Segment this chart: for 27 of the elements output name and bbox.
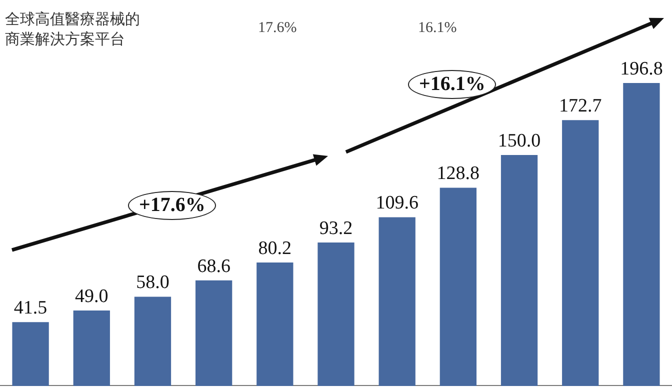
bar [134,296,172,386]
bar [73,310,110,386]
bar [195,280,232,386]
chart-title: 全球高值醫療器械的商業解決方案平台 [5,9,141,49]
annotation: +16.1% [408,70,496,99]
text: 17.6% [258,20,297,37]
bar [623,83,660,386]
bar [378,217,416,386]
data-label: 172.7 [558,96,602,117]
data-label: 49.0 [75,286,108,308]
annotation: +17.6% [128,191,216,220]
bar [440,188,477,386]
bar [256,262,294,386]
data-label: 150.0 [498,130,541,152]
data-label: 58.0 [136,272,170,294]
data-label: 196.8 [620,58,663,80]
data-label: 109.6 [376,192,418,214]
bar [318,242,354,386]
bar [12,322,49,386]
data-label: 41.5 [14,298,48,319]
data-label: 93.2 [319,218,353,239]
bar [500,155,538,386]
data-label: 80.2 [258,238,292,260]
text: 16.1% [418,20,457,37]
data-label: 128.8 [436,163,480,184]
bar [562,120,599,386]
data-label: 68.6 [197,256,230,277]
